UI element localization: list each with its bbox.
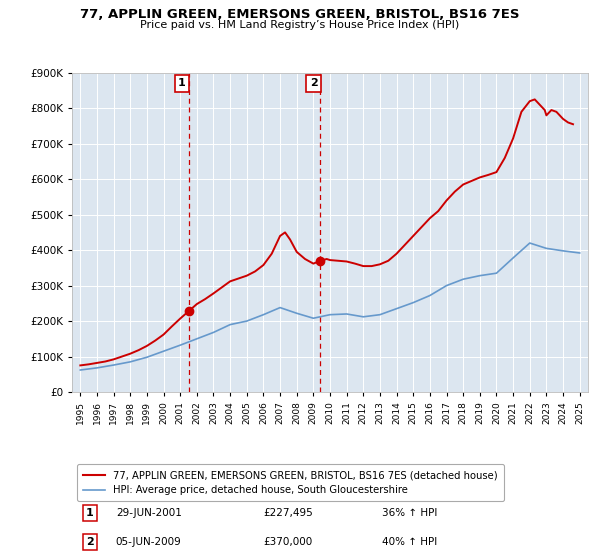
- Text: 1: 1: [86, 508, 94, 519]
- Text: 1: 1: [178, 78, 186, 88]
- Text: 2: 2: [86, 537, 94, 547]
- Text: 29-JUN-2001: 29-JUN-2001: [116, 508, 182, 519]
- Text: £227,495: £227,495: [263, 508, 313, 519]
- Text: 05-JUN-2009: 05-JUN-2009: [116, 537, 182, 547]
- Text: 77, APPLIN GREEN, EMERSONS GREEN, BRISTOL, BS16 7ES: 77, APPLIN GREEN, EMERSONS GREEN, BRISTO…: [80, 8, 520, 21]
- Text: 40% ↑ HPI: 40% ↑ HPI: [382, 537, 437, 547]
- Legend: 77, APPLIN GREEN, EMERSONS GREEN, BRISTOL, BS16 7ES (detached house), HPI: Avera: 77, APPLIN GREEN, EMERSONS GREEN, BRISTO…: [77, 464, 503, 501]
- Text: 36% ↑ HPI: 36% ↑ HPI: [382, 508, 437, 519]
- Text: 2: 2: [310, 78, 317, 88]
- Text: £370,000: £370,000: [263, 537, 312, 547]
- Text: Price paid vs. HM Land Registry’s House Price Index (HPI): Price paid vs. HM Land Registry’s House …: [140, 20, 460, 30]
